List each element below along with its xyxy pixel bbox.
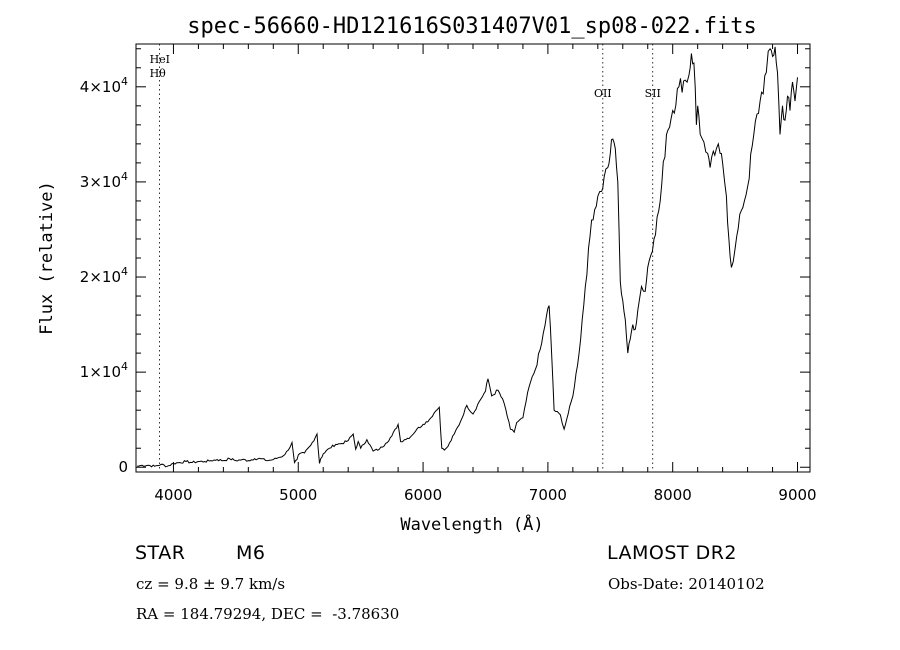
x-tick-label: 6000 [404,486,442,504]
x-tick-label: 5000 [279,486,317,504]
spectrum-line [137,46,798,468]
y-tick-label: 4×104 [80,75,128,96]
spectral-line-label: HeI [150,53,170,66]
spectral-line-label: Hθ [150,67,167,80]
ra-dec-coordinates: RA = 184.79294, DEC = -3.78630 [136,605,400,623]
y-tick-label: 1×104 [80,360,128,381]
y-tick-label: 2×104 [80,265,128,286]
object-subclass: M6 [236,542,266,564]
survey-name: LAMOST DR2 [607,542,737,564]
spectral-line-label: SII [645,87,661,100]
y-axis: 0 1×104 2×104 3×104 4×104 [80,48,810,476]
spectral-line-label: OII [594,87,612,100]
object-type: STAR [135,542,186,564]
y-tick-label: 3×104 [80,170,128,191]
redshift-velocity: cz = 9.8 ± 9.7 km/s [136,575,286,593]
spectrum-plot: spec-56660-HD121616S031407V01_sp08-022.f… [37,14,817,535]
obs-date: Obs-Date: 20140102 [608,575,765,593]
x-tick-label: 7000 [529,486,567,504]
x-axis-label: Wavelength (Å) [400,513,543,535]
plot-frame [135,43,811,473]
chart-title: spec-56660-HD121616S031407V01_sp08-022.f… [187,14,757,39]
x-tick-label: 8000 [654,486,692,504]
x-tick-label: 9000 [778,486,816,504]
x-axis: 4000 5000 6000 7000 8000 9000 [154,44,817,504]
y-tick-label: 0 [118,458,128,476]
x-tick-label: 4000 [154,486,192,504]
y-axis-label: Flux (relative) [37,181,57,335]
